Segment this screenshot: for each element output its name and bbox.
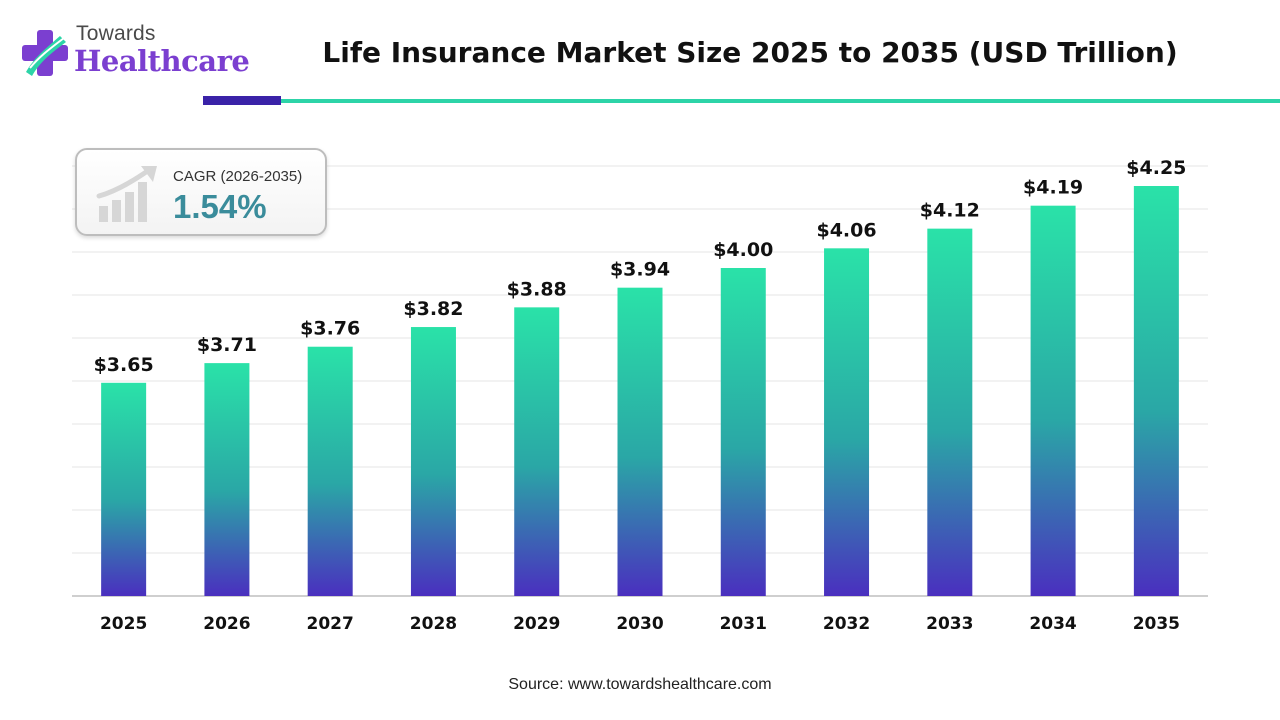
x-tick-2031: 2031 [720, 614, 767, 634]
brand-logo: Towards Healthcare [20, 22, 250, 84]
bar-2027 [307, 346, 353, 596]
cagr-value: 1.54% [173, 188, 267, 225]
bar-2034 [1030, 205, 1076, 596]
value-label-2025: $3.65 [94, 354, 154, 376]
value-label-2032: $4.06 [816, 219, 876, 241]
brand-name-bottom: Healthcare [74, 44, 250, 78]
x-tick-2025: 2025 [100, 614, 147, 634]
x-tick-2032: 2032 [823, 614, 870, 634]
value-label-2031: $4.00 [713, 239, 773, 261]
value-label-2033: $4.12 [920, 200, 980, 222]
value-labels: $3.65 $3.71 $3.76 $3.82 $3.88 $3.94 $4.00 $4.06… [94, 157, 1187, 376]
bar-2032 [824, 248, 870, 596]
value-label-2035: $4.25 [1126, 157, 1186, 179]
source-note: Source: www.towardshealthcare.com [508, 676, 772, 693]
cagr-label: CAGR (2026-2035) [173, 168, 303, 185]
x-tick-2029: 2029 [513, 614, 560, 634]
cagr-callout: CAGR (2026-2035) 1.54% [75, 148, 327, 236]
medical-cross-icon [22, 30, 68, 76]
x-tick-2035: 2035 [1133, 614, 1180, 634]
bars [101, 186, 1179, 596]
value-label-2029: $3.88 [507, 278, 567, 300]
x-tick-2030: 2030 [616, 614, 663, 634]
title-rule-accent [203, 96, 281, 105]
bar-2025 [101, 382, 147, 596]
value-label-2030: $3.94 [610, 259, 670, 281]
x-tick-2033: 2033 [926, 614, 973, 634]
x-tick-2026: 2026 [203, 614, 250, 634]
bar-2035 [1133, 186, 1179, 596]
value-label-2027: $3.76 [300, 318, 360, 340]
growth-chart-icon [96, 166, 157, 222]
x-tick-2034: 2034 [1029, 614, 1076, 634]
x-tick-2028: 2028 [410, 614, 457, 634]
value-label-2028: $3.82 [403, 298, 463, 320]
value-label-2026: $3.71 [197, 334, 257, 356]
bar-2026 [204, 363, 250, 596]
value-label-2034: $4.19 [1023, 177, 1083, 199]
chart-title: Life Insurance Market Size 2025 to 2035 … [322, 36, 1178, 69]
x-tick-2027: 2027 [307, 614, 354, 634]
x-tick-labels: 2025 2026 2027 2028 2029 2030 2031 2032 2033 2034… [100, 614, 1180, 634]
bar-2029 [514, 307, 560, 596]
title-rule [281, 99, 1280, 103]
bar-2028 [410, 327, 456, 596]
bar-2030 [617, 287, 663, 596]
bar-2031 [720, 268, 766, 596]
brand-name-top: Towards [76, 22, 156, 45]
bar-2033 [927, 228, 973, 596]
